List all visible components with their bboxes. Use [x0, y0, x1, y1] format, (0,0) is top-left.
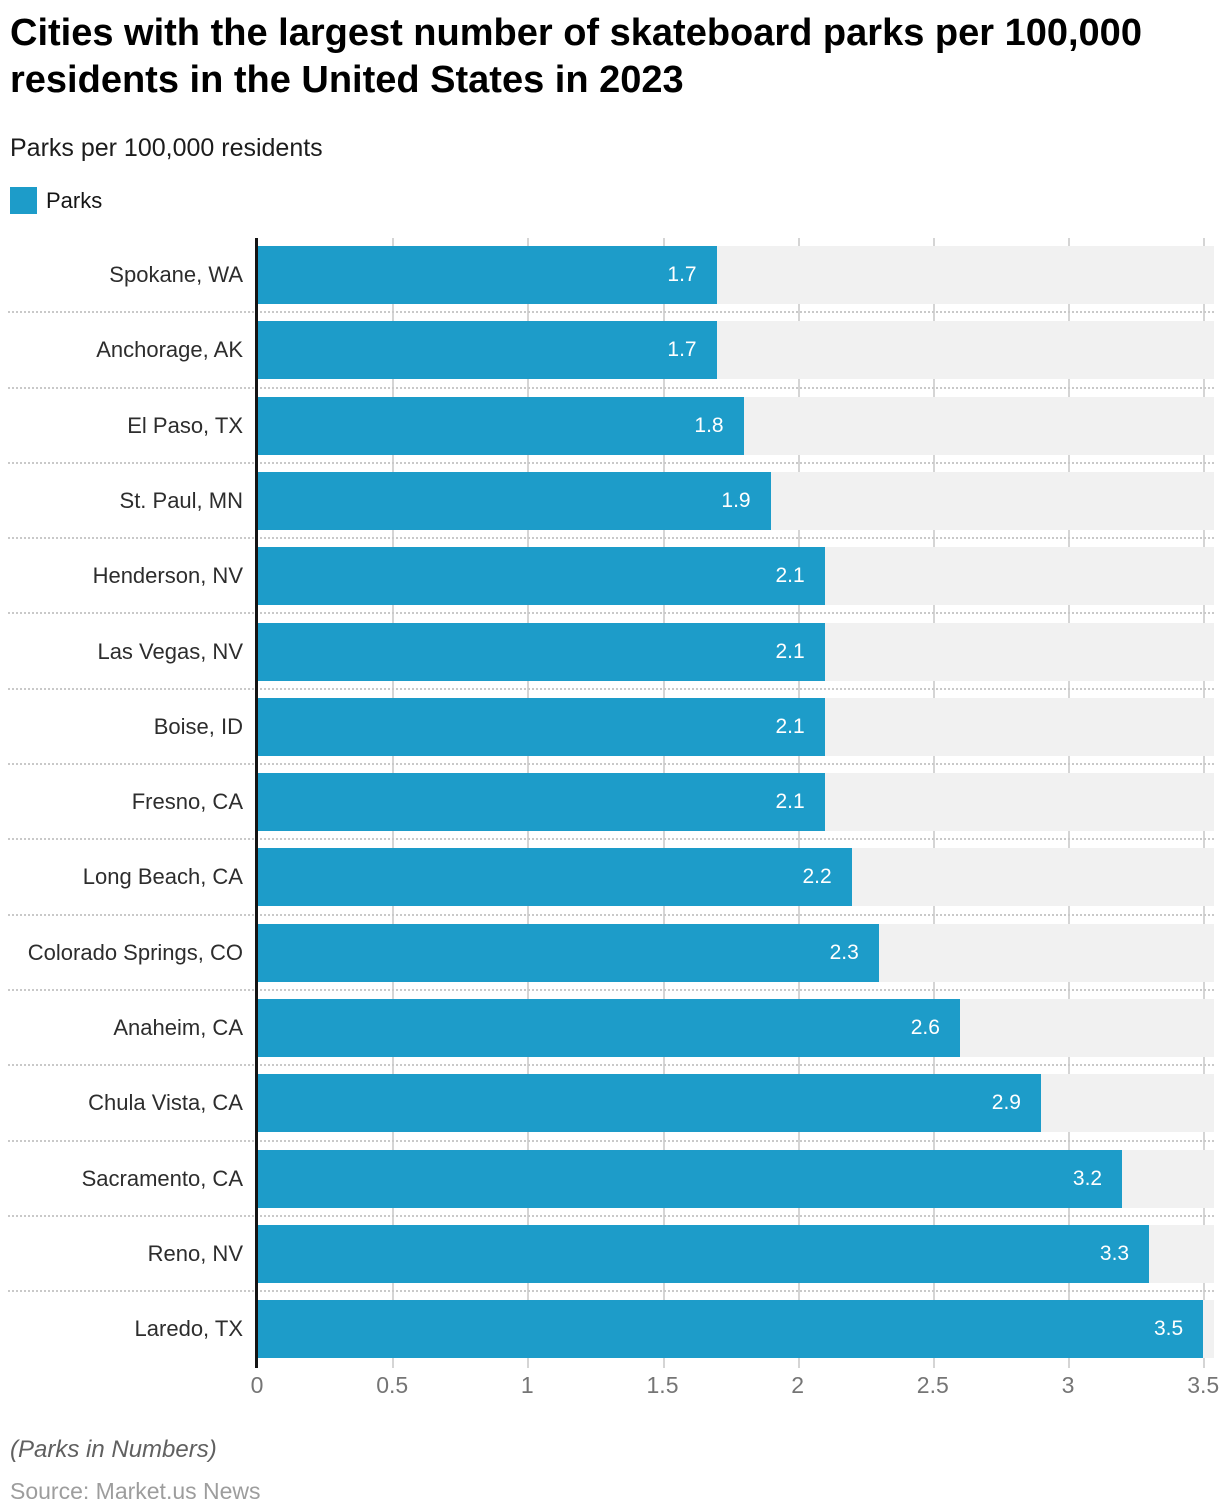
- chart-title: Cities with the largest number of skateb…: [10, 12, 1142, 102]
- bar-parks: 2.1: [257, 697, 825, 756]
- bar-value-label: 3.3: [1099, 1241, 1130, 1265]
- axis-unit-note: (Parks in Numbers): [10, 1436, 217, 1463]
- row-separator: [8, 913, 1214, 916]
- bar-value-label: 2.3: [829, 940, 859, 964]
- bar-row: Anchorage, AK 1.7: [0, 313, 1214, 389]
- x-axis-tick-label: 2.5: [916, 1372, 949, 1398]
- x-axis-tick-label: 0.5: [376, 1372, 409, 1398]
- x-axis-tick-label: 3: [1061, 1372, 1075, 1398]
- row-separator: [8, 838, 1214, 841]
- category-label: Spokane, WA: [109, 262, 243, 287]
- x-axis-tick-label: 1.5: [646, 1372, 679, 1398]
- bar-row: Reno, NV 3.3: [0, 1217, 1214, 1293]
- bar-row: Spokane, WA 1.7: [0, 238, 1214, 314]
- bar-value-label: 2.6: [910, 1016, 940, 1039]
- row-separator: [8, 537, 1214, 540]
- bar-row: El Paso, TX 1.8: [0, 389, 1214, 464]
- bar-value-label: 2.1: [775, 639, 805, 663]
- category-label: Chula Vista, CA: [88, 1090, 243, 1116]
- category-label: St. Paul, MN: [119, 487, 243, 513]
- bar-row: Sacramento, CA 3.2: [0, 1142, 1214, 1217]
- category-label: Fresno, CA: [131, 789, 243, 815]
- category-label: Anaheim, CA: [113, 1015, 243, 1040]
- bar-value-label: 2.2: [802, 865, 832, 889]
- row-separator: [8, 763, 1214, 766]
- category-label: Boise, ID: [153, 713, 243, 739]
- bar-value-label: 2.1: [775, 790, 805, 814]
- bar-row: Long Beach, CA 2.2: [0, 840, 1214, 916]
- bar-value-label: 2.1: [775, 714, 805, 738]
- row-separator: [8, 386, 1214, 389]
- legend-color-swatch-icon: [10, 187, 37, 214]
- row-separator: [8, 311, 1214, 314]
- category-label: Long Beach, CA: [82, 864, 243, 890]
- x-axis-tick-label: 1: [520, 1372, 534, 1398]
- chart-subtitle: Parks per 100,000 residents: [10, 134, 323, 162]
- x-axis-tick-label: 3.5: [1187, 1372, 1220, 1398]
- category-label: Colorado Springs, CO: [27, 939, 243, 965]
- bar-parks: 1.8: [257, 396, 744, 455]
- category-label: El Paso, TX: [127, 412, 243, 438]
- bar-parks: 2.1: [257, 622, 825, 681]
- bar-value-label: 2.1: [775, 564, 805, 588]
- bar-parks: 1.7: [257, 246, 717, 304]
- legend-label: Parks: [46, 187, 103, 213]
- category-label: Anchorage, AK: [96, 337, 243, 363]
- row-separator: [8, 1290, 1214, 1293]
- bar-parks: 2.2: [257, 848, 852, 907]
- bar-row: Colorado Springs, CO 2.3: [0, 916, 1214, 991]
- legend: Parks: [10, 187, 102, 214]
- row-separator: [8, 1064, 1214, 1067]
- bar-row: Fresno, CA 2.1: [0, 765, 1214, 841]
- bar-parks: 2.9: [257, 1074, 1041, 1133]
- bar-row: Chula Vista, CA 2.9: [0, 1066, 1214, 1142]
- row-separator: [8, 687, 1214, 690]
- bar-parks: 3.5: [257, 1300, 1204, 1359]
- x-axis-tick-label: 2: [791, 1372, 805, 1398]
- row-separator: [8, 461, 1214, 464]
- bar-row: Anaheim, CA 2.6: [0, 991, 1214, 1067]
- bar-parks: 2.1: [257, 773, 825, 832]
- plot-area: Spokane, WA 1.7 Anchorage, AK 1.7 El Paso, T…: [0, 238, 1214, 1368]
- bar-value-label: 3.2: [1072, 1166, 1103, 1190]
- category-label: Henderson, NV: [92, 563, 243, 589]
- bar-value-label: 3.5: [1153, 1317, 1184, 1341]
- category-label: Reno, NV: [147, 1240, 243, 1266]
- bar-row: Las Vegas, NV 2.1: [0, 615, 1214, 690]
- x-axis: 0 0.5 1 1.5 2 2.5 3 3.5: [0, 1372, 1220, 1406]
- row-separator: [8, 612, 1214, 615]
- bar-row: Henderson, NV 2.1: [0, 539, 1214, 615]
- bar-parks: 2.1: [257, 547, 825, 606]
- bar-value-label: 1.8: [694, 413, 724, 437]
- bar-value-label: 1.7: [667, 338, 697, 362]
- bar-parks: 3.2: [257, 1149, 1123, 1208]
- bar-parks: 2.6: [257, 999, 960, 1057]
- bar-parks: 3.3: [257, 1224, 1150, 1283]
- bar-parks: 1.7: [257, 321, 717, 380]
- bar-value-label: 2.9: [991, 1091, 1021, 1115]
- row-separator: [8, 1214, 1214, 1217]
- y-axis-line: [255, 238, 258, 1368]
- category-label: Sacramento, CA: [81, 1165, 243, 1191]
- category-label: Las Vegas, NV: [97, 638, 243, 664]
- bar-value-label: 1.9: [721, 488, 751, 512]
- category-label: Laredo, TX: [134, 1316, 243, 1342]
- row-separator: [8, 1139, 1214, 1142]
- bar-parks: 1.9: [257, 471, 771, 530]
- bar-row: St. Paul, MN 1.9: [0, 464, 1214, 540]
- x-axis-tick-label: 0: [250, 1372, 264, 1398]
- row-separator: [8, 988, 1214, 991]
- bar-row: Laredo, TX 3.5: [0, 1292, 1214, 1367]
- bar-parks: 2.3: [257, 923, 879, 982]
- source-credit: Source: Market.us News: [10, 1478, 261, 1504]
- bar-value-label: 1.7: [667, 263, 697, 286]
- bar-row: Boise, ID 2.1: [0, 690, 1214, 766]
